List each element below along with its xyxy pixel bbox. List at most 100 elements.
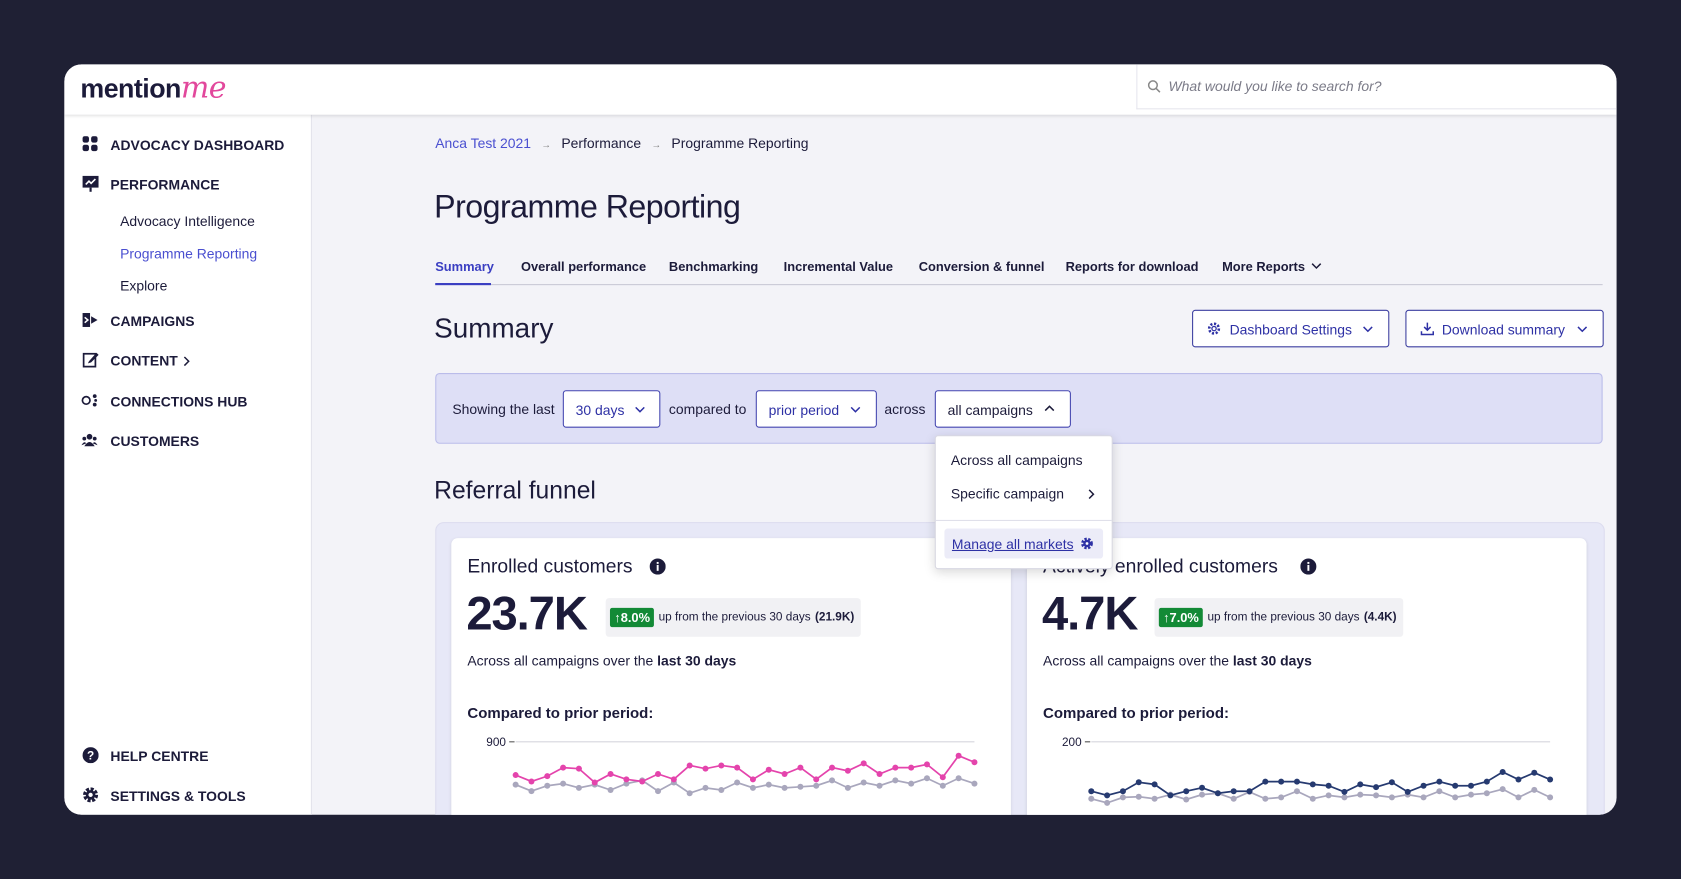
tab[interactable]: Conversion & funnel bbox=[918, 259, 1045, 275]
nav-subitem[interactable]: Advocacy Intelligence bbox=[120, 213, 255, 230]
download-summary-button[interactable]: Download summary bbox=[1405, 309, 1604, 348]
nav-footer-item[interactable]: HELP CENTRE bbox=[110, 748, 209, 765]
data-point bbox=[1357, 791, 1364, 798]
nav-item[interactable]: CONTENT bbox=[110, 352, 178, 369]
filter-text: across bbox=[884, 400, 926, 418]
data-point bbox=[908, 764, 915, 771]
breadcrumb-separator: → bbox=[541, 139, 552, 151]
data-point bbox=[844, 767, 851, 774]
data-point bbox=[1483, 778, 1490, 785]
info-dot bbox=[1307, 561, 1310, 564]
tab[interactable]: Overall performance bbox=[520, 259, 647, 275]
data-point bbox=[734, 779, 741, 786]
dashboard-settings-button[interactable]: Dashboard Settings bbox=[1192, 309, 1390, 348]
series-line bbox=[515, 754, 975, 784]
breadcrumb-link[interactable]: Anca Test 2021 bbox=[435, 135, 532, 152]
nav-item[interactable]: ADVOCACY DASHBOARD bbox=[110, 137, 285, 154]
data-point bbox=[1246, 788, 1253, 795]
breadcrumb-link[interactable]: Performance bbox=[561, 135, 642, 152]
customers-icon bbox=[81, 433, 98, 447]
data-point bbox=[939, 774, 946, 781]
data-point bbox=[1309, 781, 1316, 788]
nav-subitem-active[interactable]: Programme Reporting bbox=[120, 245, 258, 262]
data-point bbox=[813, 782, 820, 789]
comparison-select[interactable]: prior period bbox=[755, 390, 877, 428]
select-value: 30 days bbox=[575, 402, 625, 419]
data-point bbox=[607, 787, 614, 794]
nav-item[interactable]: CUSTOMERS bbox=[110, 433, 200, 450]
data-point bbox=[623, 780, 630, 787]
help-icon: ? bbox=[82, 747, 99, 764]
chevron-down bbox=[1311, 263, 1322, 270]
data-point bbox=[1452, 794, 1459, 801]
gear-icon bbox=[1207, 322, 1221, 335]
app-window: mentionme What would you like to search … bbox=[64, 64, 1617, 815]
top-bar: mentionme What would you like to search … bbox=[64, 64, 1617, 115]
logo[interactable]: mentionme bbox=[80, 70, 226, 105]
data-point bbox=[718, 762, 725, 769]
button-label: Download summary bbox=[1441, 321, 1565, 338]
connections-icon bbox=[81, 394, 98, 407]
data-point bbox=[591, 779, 598, 786]
search-box[interactable]: What would you like to search for? bbox=[1136, 64, 1617, 110]
data-point bbox=[1088, 795, 1095, 802]
metric-value: 4.7K bbox=[1041, 587, 1138, 640]
data-point bbox=[1388, 779, 1395, 786]
data-point bbox=[765, 781, 772, 788]
data-point bbox=[528, 788, 535, 795]
campaigns-icon bbox=[82, 313, 98, 327]
data-point bbox=[1341, 788, 1348, 795]
dropdown-menu: Across all campaigns Specific campaign M… bbox=[934, 435, 1113, 570]
card-note: Across all campaigns over the last 30 da… bbox=[1043, 653, 1312, 669]
data-point bbox=[765, 766, 772, 773]
data-point bbox=[781, 784, 788, 791]
nav-footer-item[interactable]: SETTINGS & TOOLS bbox=[110, 787, 246, 804]
tab[interactable]: Reports for download bbox=[1065, 259, 1199, 275]
dropdown-divider bbox=[935, 519, 1112, 521]
tabs-divider bbox=[435, 284, 1603, 286]
data-point bbox=[1499, 786, 1506, 793]
data-point bbox=[749, 776, 756, 783]
search-placeholder: What would you like to search for? bbox=[1168, 78, 1382, 95]
data-point bbox=[1230, 795, 1237, 802]
content-icon bbox=[82, 352, 99, 368]
data-point bbox=[955, 775, 962, 782]
nav-item[interactable]: CONNECTIONS HUB bbox=[110, 393, 248, 410]
dropdown-option[interactable]: Across all campaigns bbox=[950, 452, 1083, 469]
data-point bbox=[528, 778, 535, 785]
data-point bbox=[575, 784, 582, 791]
tab-active[interactable]: Summary bbox=[435, 259, 494, 275]
nav-item[interactable]: PERFORMANCE bbox=[110, 176, 220, 193]
change-badge: ↑8.0% bbox=[609, 607, 655, 628]
card-note: Across all campaigns over the last 30 da… bbox=[467, 653, 736, 669]
data-point bbox=[544, 773, 551, 780]
breadcrumb: Anca Test 2021 → Performance → Programme… bbox=[435, 135, 808, 151]
data-point bbox=[1388, 794, 1395, 801]
scope-select[interactable]: all campaigns bbox=[934, 390, 1071, 428]
data-point bbox=[1468, 791, 1475, 798]
filter-text: Showing the last bbox=[452, 400, 555, 418]
data-point bbox=[781, 770, 788, 777]
tab[interactable]: Benchmarking bbox=[668, 259, 759, 275]
nav-item[interactable]: CAMPAIGNS bbox=[110, 313, 195, 330]
data-point bbox=[1199, 791, 1206, 798]
tab[interactable]: Incremental Value bbox=[783, 259, 894, 275]
data-point bbox=[923, 775, 930, 782]
data-point bbox=[1515, 776, 1522, 783]
period-select[interactable]: 30 days bbox=[562, 390, 661, 428]
chevron-right bbox=[1088, 489, 1095, 500]
data-point bbox=[1119, 794, 1126, 801]
series-line bbox=[1091, 788, 1551, 804]
tab[interactable]: More Reports bbox=[1222, 259, 1305, 275]
chevron-down bbox=[1363, 326, 1373, 333]
data-point bbox=[702, 765, 709, 772]
change-value: 7.0% bbox=[1169, 609, 1199, 625]
data-point bbox=[1373, 784, 1380, 791]
nav-subitem[interactable]: Explore bbox=[120, 277, 168, 294]
dropdown-option[interactable]: Specific campaign bbox=[950, 485, 1064, 502]
manage-markets-link[interactable]: Manage all markets bbox=[944, 528, 1104, 559]
data-point bbox=[1357, 781, 1364, 788]
page-title: Programme Reporting bbox=[434, 189, 741, 226]
